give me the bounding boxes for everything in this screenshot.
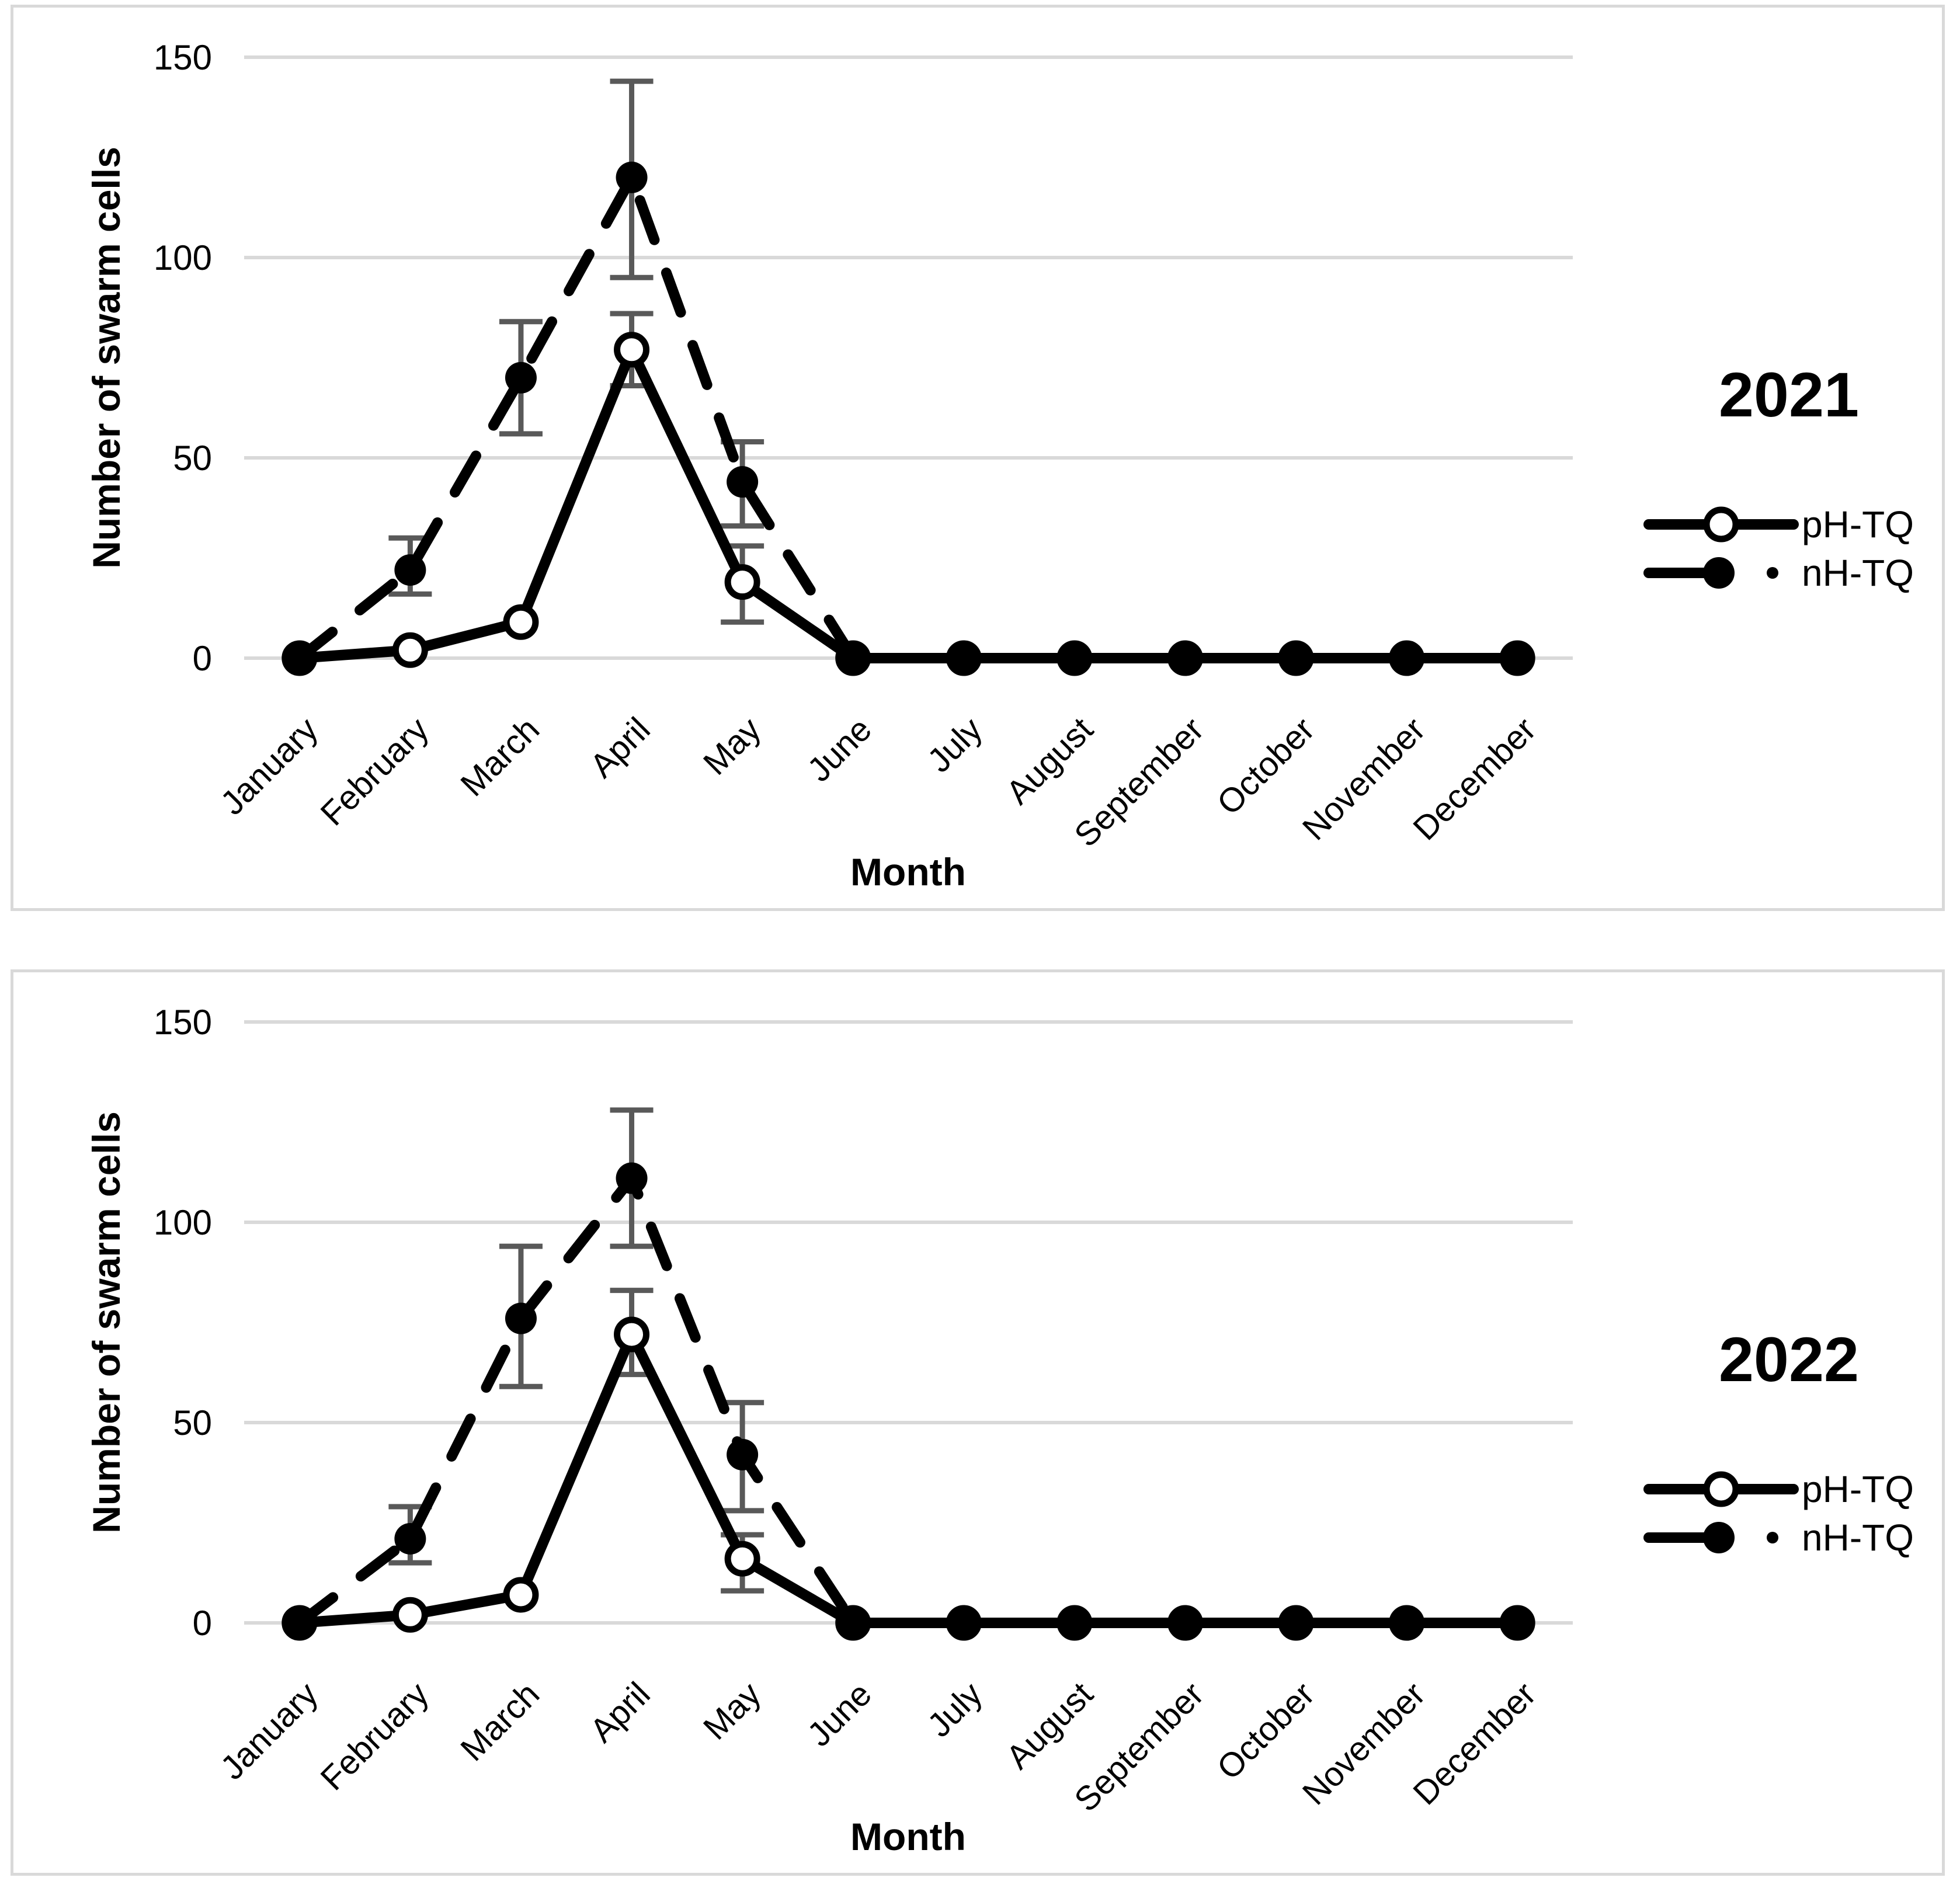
data-point-filled-circle bbox=[837, 642, 869, 674]
x-tick-label: January bbox=[213, 1675, 325, 1787]
series-line-nH-TQ bbox=[294, 172, 1523, 663]
legend-entry-pH-TQ: pH-TQ bbox=[1643, 503, 1914, 545]
data-point-filled-circle bbox=[1280, 1607, 1312, 1639]
x-tick-label: January bbox=[213, 710, 325, 822]
data-point-filled-circle bbox=[727, 466, 759, 498]
legend-entry-pH-TQ: pH-TQ bbox=[1643, 1468, 1914, 1510]
y-tick-label: 150 bbox=[154, 38, 212, 77]
x-tick-label: October bbox=[1210, 710, 1322, 822]
x-tick-label: April bbox=[583, 1675, 658, 1750]
data-point-filled-circle bbox=[1391, 642, 1423, 674]
legend-open-circle-marker bbox=[1703, 506, 1739, 543]
data-point-open-circle bbox=[614, 332, 650, 368]
data-point-open-circle bbox=[724, 1541, 760, 1577]
y-tick-label: 0 bbox=[193, 1604, 212, 1643]
legend-open-circle-marker bbox=[1703, 1471, 1739, 1507]
legend-dash-dot bbox=[1767, 1532, 1778, 1543]
y-axis-title: Number of swarm cells bbox=[85, 147, 128, 569]
data-point-filled-circle bbox=[948, 642, 980, 674]
legend-label: nH-TQ bbox=[1802, 1517, 1914, 1559]
line-chart-2021: 0 50 100 150 Number of swarm cells JanuaryFeb… bbox=[85, 38, 1914, 893]
y-tick-label: 100 bbox=[154, 1203, 212, 1242]
x-tick-label: October bbox=[1210, 1675, 1322, 1787]
y-tick-label: 50 bbox=[173, 1403, 212, 1442]
data-point-open-circle bbox=[392, 632, 428, 668]
legend-entry-nH-TQ: nH-TQ bbox=[1643, 1517, 1914, 1559]
data-point-filled-circle bbox=[283, 642, 315, 674]
chart-title: 2021 bbox=[1719, 359, 1859, 430]
legend-filled-circle-marker bbox=[1703, 1522, 1735, 1553]
data-point-open-circle bbox=[392, 1597, 428, 1633]
data-point-open-circle bbox=[724, 564, 760, 600]
x-tick-label: June bbox=[800, 710, 879, 789]
x-tick-label: May bbox=[696, 710, 768, 782]
data-point-filled-circle bbox=[616, 1162, 648, 1194]
data-point-filled-circle bbox=[1169, 642, 1201, 674]
chart-title: 2022 bbox=[1719, 1324, 1859, 1395]
y-axis-title: Number of swarm cells bbox=[85, 1111, 128, 1534]
series-line-pH-TQ bbox=[294, 1329, 1523, 1628]
chart-panel-2021: 0 50 100 150 Number of swarm cells January Feb… bbox=[11, 5, 1945, 911]
x-tick-label: August bbox=[999, 1675, 1100, 1776]
data-point-filled-circle bbox=[1280, 642, 1312, 674]
data-point-filled-circle bbox=[1502, 642, 1534, 674]
data-point-filled-circle bbox=[394, 554, 426, 586]
x-axis-title: Month bbox=[850, 1815, 966, 1858]
x-tick-label: December bbox=[1406, 1675, 1543, 1812]
data-point-filled-circle bbox=[1169, 1607, 1201, 1639]
legend-dash-dot bbox=[1767, 567, 1778, 579]
data-point-filled-circle bbox=[727, 1438, 759, 1470]
data-point-filled-circle bbox=[837, 1607, 869, 1639]
legend-entry-nH-TQ: nH-TQ bbox=[1643, 552, 1914, 594]
series-line-pH-TQ bbox=[294, 344, 1523, 663]
legend-label: pH-TQ bbox=[1802, 503, 1914, 545]
data-point-filled-circle bbox=[1502, 1607, 1534, 1639]
data-point-filled-circle bbox=[283, 1607, 315, 1639]
x-tick-label: February bbox=[313, 1675, 436, 1797]
x-tick-label: May bbox=[696, 1675, 768, 1747]
x-tick-label: March bbox=[453, 1675, 547, 1768]
y-tick-label: 50 bbox=[173, 439, 212, 478]
series-line-nH-TQ bbox=[294, 1173, 1523, 1628]
data-point-filled-circle bbox=[505, 1302, 537, 1334]
line-chart-2022: 0 50 100 150 Number of swarm cells JanuaryFeb… bbox=[85, 1003, 1914, 1858]
data-point-open-circle bbox=[503, 1577, 539, 1613]
legend-filled-circle-marker bbox=[1703, 557, 1735, 589]
x-tick-label: June bbox=[800, 1675, 879, 1754]
y-tick-label: 0 bbox=[193, 639, 212, 678]
data-point-filled-circle bbox=[505, 361, 537, 394]
data-point-open-circle bbox=[614, 1316, 650, 1352]
data-point-filled-circle bbox=[948, 1607, 980, 1639]
x-axis-title: Month bbox=[850, 850, 966, 893]
legend-label: nH-TQ bbox=[1802, 552, 1914, 594]
x-tick-label: July bbox=[920, 1675, 990, 1744]
data-point-open-circle bbox=[503, 604, 539, 640]
data-point-filled-circle bbox=[1058, 642, 1090, 674]
legend-label: pH-TQ bbox=[1802, 1468, 1914, 1510]
x-tick-label: March bbox=[453, 710, 547, 804]
chart-panel-2022: 0 50 100 150 Number of swarm cells January Feb… bbox=[11, 969, 1945, 1876]
data-point-filled-circle bbox=[1058, 1607, 1090, 1639]
x-tick-label: July bbox=[920, 710, 990, 780]
y-tick-label: 150 bbox=[154, 1003, 212, 1042]
x-tick-label: February bbox=[313, 710, 436, 833]
x-tick-label: August bbox=[999, 710, 1100, 812]
x-tick-label: December bbox=[1406, 710, 1543, 847]
x-tick-label: April bbox=[583, 710, 658, 785]
data-point-filled-circle bbox=[1391, 1607, 1423, 1639]
data-point-filled-circle bbox=[394, 1522, 426, 1555]
data-point-filled-circle bbox=[616, 161, 648, 193]
y-tick-label: 100 bbox=[154, 238, 212, 277]
